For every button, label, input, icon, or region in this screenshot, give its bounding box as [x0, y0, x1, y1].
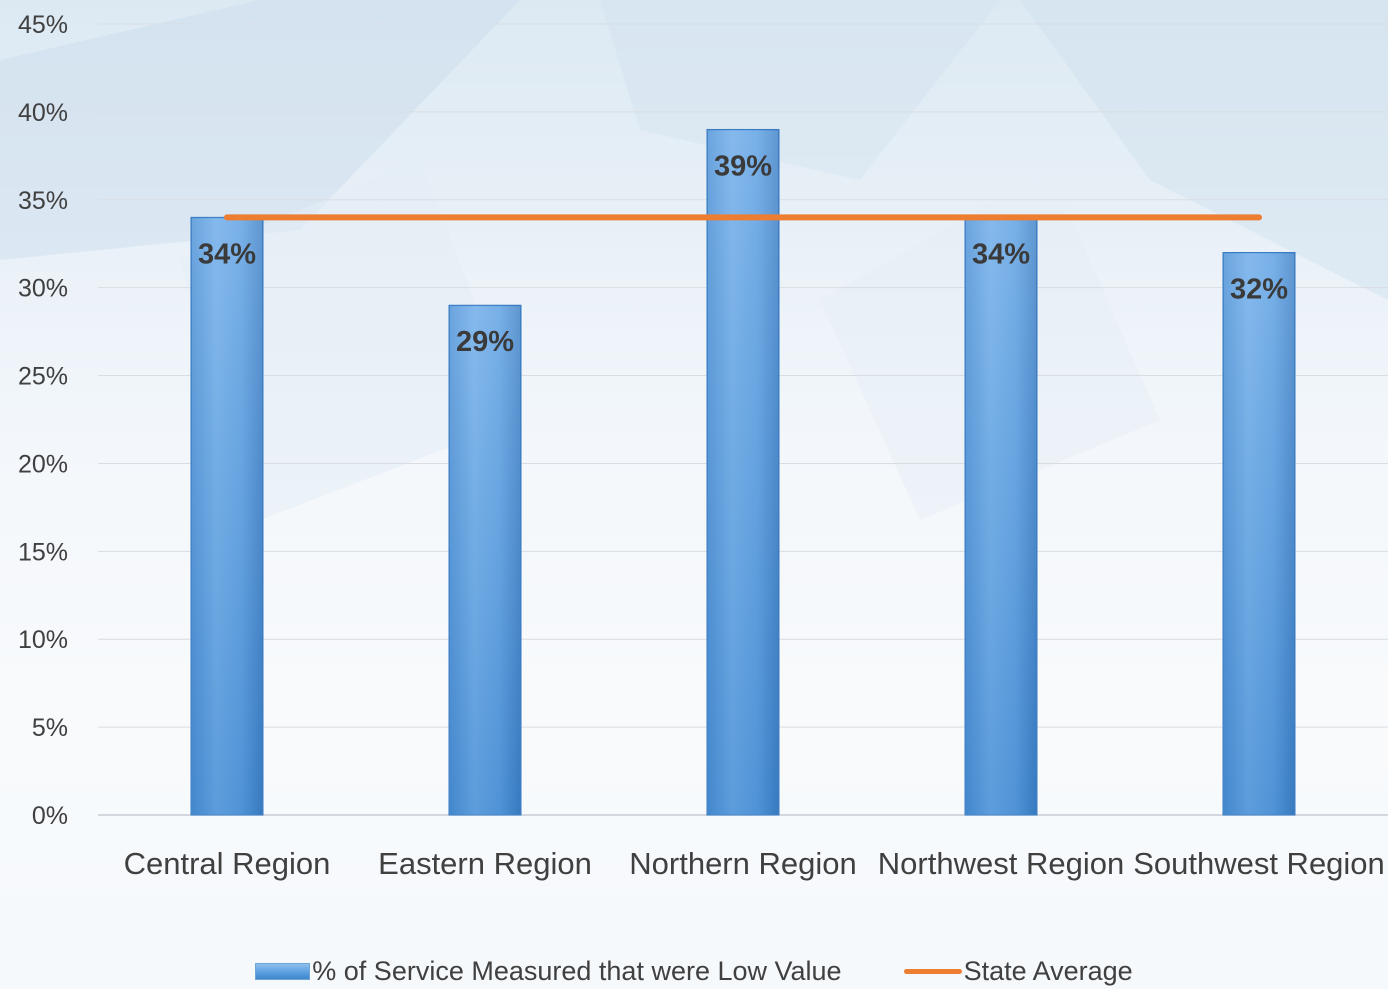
- y-tick-label: 25%: [18, 363, 68, 391]
- x-axis-category-labels: Central Region Eastern Region Northern Reg…: [124, 846, 1385, 881]
- legend-swatch-line: [903, 969, 962, 974]
- x-tick-label: Northern Region: [629, 846, 856, 881]
- data-labels: 34% 29% 39% 34% 32%: [198, 150, 1288, 358]
- y-tick-label: 35%: [18, 187, 68, 215]
- y-axis-tick-labels: 0% 5% 10% 15% 20% 25% 30% 35% 40% 45%: [18, 11, 68, 830]
- legend-label-low-value: % of Service Measured that were Low Valu…: [312, 956, 842, 986]
- legend: % of Service Measured that were Low Valu…: [0, 954, 1388, 989]
- data-label: 34%: [972, 238, 1030, 270]
- bar-shading: [192, 218, 262, 814]
- legend-item-state-average: State Average: [903, 956, 1133, 987]
- bar-shading: [708, 130, 778, 814]
- data-label: 29%: [456, 326, 514, 358]
- bar-series: [190, 128, 1296, 816]
- bar-chart: 0%5%10%15%20%25%30%35%40%45% 34%29%39%34…: [18, 11, 1388, 881]
- y-tick-label: 5%: [32, 714, 68, 742]
- chart-area: 0% 5% 10% 15% 20% 25% 30% 35% 40% 45% 34% 29% 39% 34…: [18, 11, 1388, 881]
- bar-shading: [966, 218, 1036, 814]
- y-tick-label: 20%: [18, 450, 68, 478]
- data-label: 39%: [714, 150, 772, 182]
- x-tick-label-line: Northwest Region: [878, 846, 1124, 881]
- y-tick-label: 0%: [32, 802, 68, 830]
- x-tick-label-line: Eastern Region: [378, 846, 592, 881]
- bar-shading: [1224, 253, 1294, 814]
- y-tick-label: 10%: [18, 626, 68, 654]
- data-label: 32%: [1230, 274, 1288, 306]
- legend-swatch-bar: [255, 963, 311, 980]
- y-tick-label: 15%: [18, 538, 68, 566]
- legend-label-state-average: State Average: [963, 956, 1133, 986]
- x-tick-label: Eastern Region: [378, 846, 592, 881]
- data-label: 34%: [198, 238, 256, 270]
- x-tick-label-line: Southwest Region: [1133, 846, 1385, 881]
- bar-shading: [450, 306, 520, 814]
- x-tick-label: Northwest Region: [878, 846, 1124, 881]
- y-tick-label: 45%: [18, 11, 68, 39]
- y-tick-label: 30%: [18, 275, 68, 303]
- x-tick-label-line: Central Region: [124, 846, 331, 881]
- x-tick-label-line: Northern Region: [629, 846, 856, 881]
- x-tick-label: Central Region: [124, 846, 331, 881]
- x-tick-label: Southwest Region: [1133, 846, 1385, 881]
- legend-item-low-value: % of Service Measured that were Low Valu…: [255, 956, 842, 987]
- y-tick-label: 40%: [18, 99, 68, 127]
